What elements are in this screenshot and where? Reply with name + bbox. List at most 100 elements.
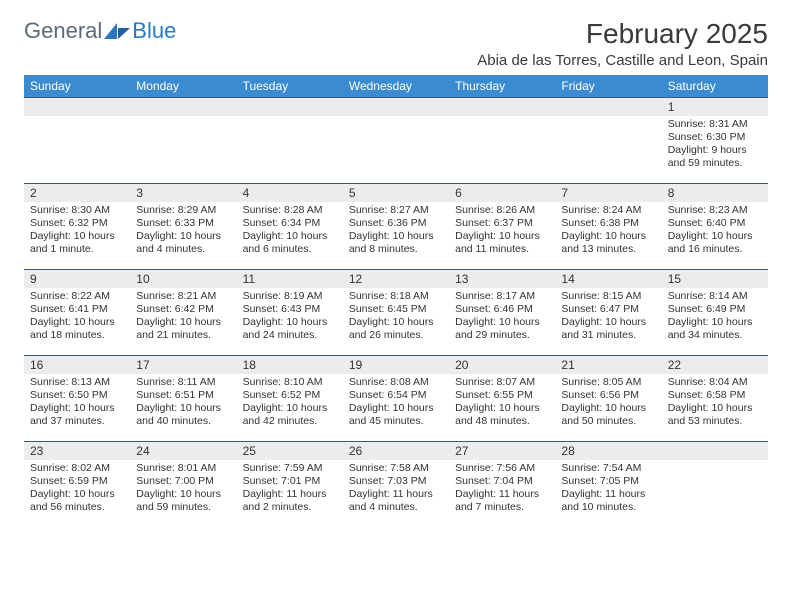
calendar-week-row: 16Sunrise: 8:13 AMSunset: 6:50 PMDayligh…: [24, 356, 768, 442]
day-number: 1: [662, 98, 768, 116]
sunrise-line: Sunrise: 8:30 AM: [30, 204, 124, 217]
day-number: [24, 98, 130, 116]
calendar-cell: 14Sunrise: 8:15 AMSunset: 6:47 PMDayligh…: [555, 270, 661, 356]
sunset-line: Sunset: 6:56 PM: [561, 389, 655, 402]
sunset-line: Sunset: 6:58 PM: [668, 389, 762, 402]
sunrise-line: Sunrise: 7:56 AM: [455, 462, 549, 475]
sunset-line: Sunset: 6:38 PM: [561, 217, 655, 230]
daylight-line: Daylight: 10 hours and 31 minutes.: [561, 316, 655, 342]
day-body: Sunrise: 7:58 AMSunset: 7:03 PMDaylight:…: [343, 460, 449, 519]
calendar-cell: 26Sunrise: 7:58 AMSunset: 7:03 PMDayligh…: [343, 442, 449, 528]
daylight-line: Daylight: 10 hours and 4 minutes.: [136, 230, 230, 256]
calendar-cell: [662, 442, 768, 528]
sunset-line: Sunset: 6:47 PM: [561, 303, 655, 316]
calendar-cell: 11Sunrise: 8:19 AMSunset: 6:43 PMDayligh…: [237, 270, 343, 356]
daylight-line: Daylight: 10 hours and 13 minutes.: [561, 230, 655, 256]
day-number: [662, 442, 768, 460]
day-number: 6: [449, 184, 555, 202]
calendar-cell: [343, 98, 449, 184]
day-number: 12: [343, 270, 449, 288]
daylight-line: Daylight: 10 hours and 53 minutes.: [668, 402, 762, 428]
day-body: Sunrise: 8:02 AMSunset: 6:59 PMDaylight:…: [24, 460, 130, 519]
calendar-cell: [237, 98, 343, 184]
daylight-line: Daylight: 10 hours and 29 minutes.: [455, 316, 549, 342]
calendar-cell: 10Sunrise: 8:21 AMSunset: 6:42 PMDayligh…: [130, 270, 236, 356]
sunrise-line: Sunrise: 8:05 AM: [561, 376, 655, 389]
calendar-cell: 15Sunrise: 8:14 AMSunset: 6:49 PMDayligh…: [662, 270, 768, 356]
daylight-line: Daylight: 10 hours and 11 minutes.: [455, 230, 549, 256]
day-number: 27: [449, 442, 555, 460]
daylight-line: Daylight: 10 hours and 24 minutes.: [243, 316, 337, 342]
calendar-cell: 18Sunrise: 8:10 AMSunset: 6:52 PMDayligh…: [237, 356, 343, 442]
day-body: Sunrise: 8:15 AMSunset: 6:47 PMDaylight:…: [555, 288, 661, 347]
daylight-line: Daylight: 10 hours and 40 minutes.: [136, 402, 230, 428]
day-number: 11: [237, 270, 343, 288]
daylight-line: Daylight: 10 hours and 1 minute.: [30, 230, 124, 256]
sunset-line: Sunset: 6:37 PM: [455, 217, 549, 230]
brand-part2: Blue: [132, 18, 176, 44]
daylight-line: Daylight: 10 hours and 48 minutes.: [455, 402, 549, 428]
calendar-header-row: SundayMondayTuesdayWednesdayThursdayFrid…: [24, 75, 768, 98]
day-number: [555, 98, 661, 116]
day-number: [449, 98, 555, 116]
daylight-line: Daylight: 10 hours and 8 minutes.: [349, 230, 443, 256]
day-number: [343, 98, 449, 116]
day-body: Sunrise: 8:22 AMSunset: 6:41 PMDaylight:…: [24, 288, 130, 347]
brand-part1: General: [24, 18, 102, 44]
sunset-line: Sunset: 6:40 PM: [668, 217, 762, 230]
daylight-line: Daylight: 9 hours and 59 minutes.: [668, 144, 762, 170]
sunrise-line: Sunrise: 8:04 AM: [668, 376, 762, 389]
day-body: [24, 116, 130, 122]
sunset-line: Sunset: 7:04 PM: [455, 475, 549, 488]
day-number: 23: [24, 442, 130, 460]
sunset-line: Sunset: 6:34 PM: [243, 217, 337, 230]
weekday-header: Wednesday: [343, 75, 449, 98]
sunrise-line: Sunrise: 8:28 AM: [243, 204, 337, 217]
daylight-line: Daylight: 10 hours and 18 minutes.: [30, 316, 124, 342]
calendar-cell: [130, 98, 236, 184]
calendar-week-row: 1Sunrise: 8:31 AMSunset: 6:30 PMDaylight…: [24, 98, 768, 184]
day-number: 3: [130, 184, 236, 202]
day-body: Sunrise: 8:01 AMSunset: 7:00 PMDaylight:…: [130, 460, 236, 519]
day-body: Sunrise: 8:23 AMSunset: 6:40 PMDaylight:…: [662, 202, 768, 261]
day-body: [662, 460, 768, 466]
day-body: Sunrise: 8:26 AMSunset: 6:37 PMDaylight:…: [449, 202, 555, 261]
day-number: 26: [343, 442, 449, 460]
sunrise-line: Sunrise: 8:18 AM: [349, 290, 443, 303]
day-number: 24: [130, 442, 236, 460]
day-body: Sunrise: 8:05 AMSunset: 6:56 PMDaylight:…: [555, 374, 661, 433]
calendar-cell: 2Sunrise: 8:30 AMSunset: 6:32 PMDaylight…: [24, 184, 130, 270]
calendar-cell: 13Sunrise: 8:17 AMSunset: 6:46 PMDayligh…: [449, 270, 555, 356]
day-number: 7: [555, 184, 661, 202]
day-number: 16: [24, 356, 130, 374]
day-body: Sunrise: 8:24 AMSunset: 6:38 PMDaylight:…: [555, 202, 661, 261]
day-body: Sunrise: 8:29 AMSunset: 6:33 PMDaylight:…: [130, 202, 236, 261]
day-body: Sunrise: 7:56 AMSunset: 7:04 PMDaylight:…: [449, 460, 555, 519]
day-number: 10: [130, 270, 236, 288]
calendar-cell: 7Sunrise: 8:24 AMSunset: 6:38 PMDaylight…: [555, 184, 661, 270]
sunrise-line: Sunrise: 8:26 AM: [455, 204, 549, 217]
brand-logo: General Blue: [24, 18, 176, 44]
day-number: 17: [130, 356, 236, 374]
calendar-cell: 25Sunrise: 7:59 AMSunset: 7:01 PMDayligh…: [237, 442, 343, 528]
calendar-week-row: 23Sunrise: 8:02 AMSunset: 6:59 PMDayligh…: [24, 442, 768, 528]
day-body: [237, 116, 343, 122]
location-subtitle: Abia de las Torres, Castille and Leon, S…: [477, 52, 768, 69]
calendar-body: 1Sunrise: 8:31 AMSunset: 6:30 PMDaylight…: [24, 98, 768, 528]
daylight-line: Daylight: 11 hours and 7 minutes.: [455, 488, 549, 514]
sunrise-line: Sunrise: 8:22 AM: [30, 290, 124, 303]
calendar-week-row: 9Sunrise: 8:22 AMSunset: 6:41 PMDaylight…: [24, 270, 768, 356]
daylight-line: Daylight: 10 hours and 56 minutes.: [30, 488, 124, 514]
weekday-header: Monday: [130, 75, 236, 98]
daylight-line: Daylight: 10 hours and 6 minutes.: [243, 230, 337, 256]
daylight-line: Daylight: 10 hours and 34 minutes.: [668, 316, 762, 342]
calendar-cell: 28Sunrise: 7:54 AMSunset: 7:05 PMDayligh…: [555, 442, 661, 528]
sunrise-line: Sunrise: 8:11 AM: [136, 376, 230, 389]
calendar-cell: 16Sunrise: 8:13 AMSunset: 6:50 PMDayligh…: [24, 356, 130, 442]
page-title: February 2025: [477, 18, 768, 50]
day-number: 22: [662, 356, 768, 374]
sunset-line: Sunset: 6:59 PM: [30, 475, 124, 488]
day-number: 28: [555, 442, 661, 460]
day-body: Sunrise: 8:19 AMSunset: 6:43 PMDaylight:…: [237, 288, 343, 347]
daylight-line: Daylight: 10 hours and 16 minutes.: [668, 230, 762, 256]
